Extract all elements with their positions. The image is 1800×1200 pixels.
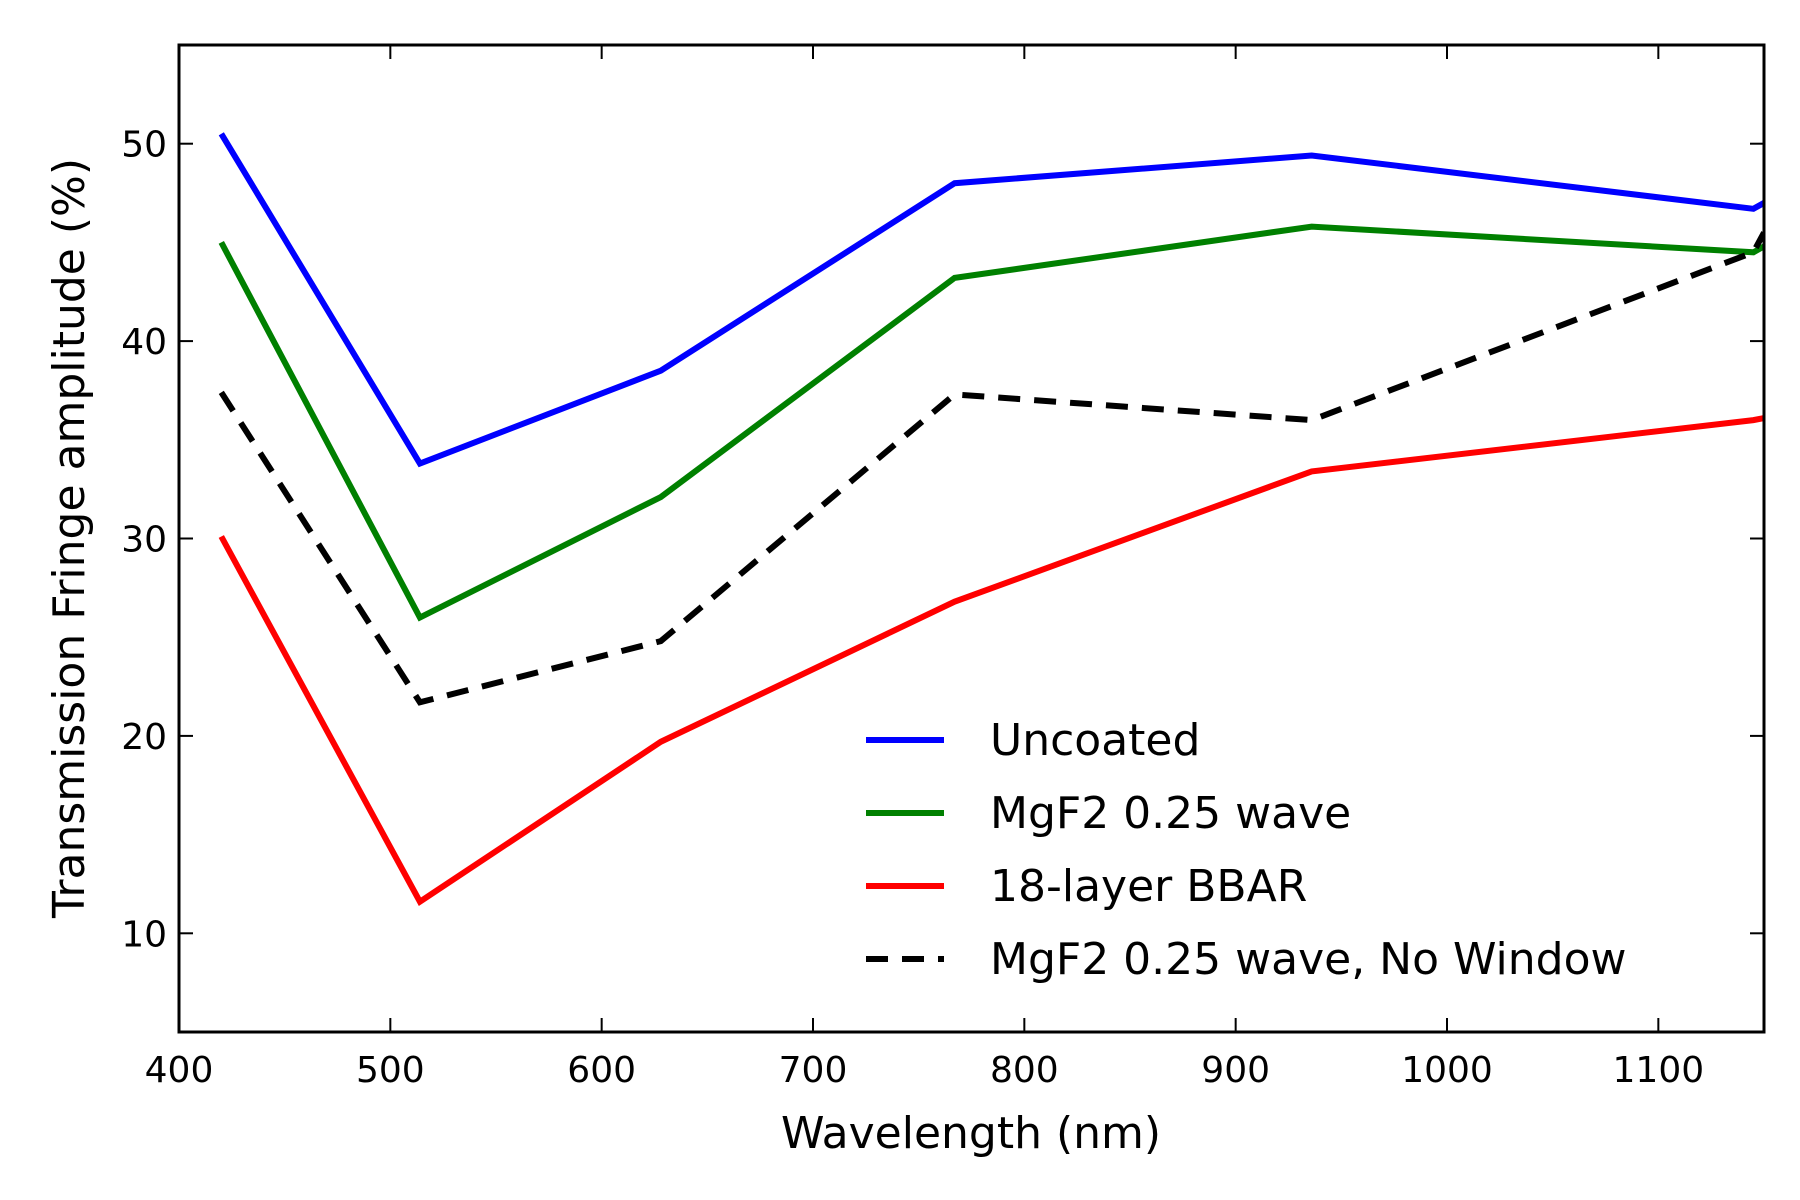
- series-line-1: [218, 223, 1764, 622]
- y-axis-label: Transmission Fringe amplitude (%): [44, 158, 95, 919]
- x-tick-label: 600: [567, 1050, 636, 1091]
- x-tick-label: 1100: [1613, 1050, 1705, 1091]
- y-tick-label: 40: [121, 322, 167, 363]
- axis-ticks: [178, 45, 1764, 1032]
- legend-label-0: Uncoated: [990, 715, 1200, 766]
- axis-tick-labels: 400 500 600 700 800 900 1000 1100 10 20 30 40 50: [121, 125, 1704, 1091]
- y-tick-label: 30: [121, 520, 167, 561]
- x-tick-label: 700: [779, 1050, 848, 1091]
- x-tick-label: 800: [990, 1050, 1059, 1091]
- legend: Uncoated MgF2 0.25 wave 18-layer BBAR MgF2 …: [866, 715, 1626, 985]
- series-line-3: [218, 231, 1764, 706]
- legend-label-1: MgF2 0.25 wave: [990, 788, 1351, 839]
- x-tick-label: 1000: [1401, 1050, 1493, 1091]
- series-line-2: [218, 415, 1764, 907]
- y-tick-label: 20: [121, 717, 167, 758]
- x-tick-label: 400: [145, 1050, 214, 1091]
- x-axis-label: Wavelength (nm): [781, 1108, 1161, 1159]
- x-tick-label: 500: [356, 1050, 425, 1091]
- series-line-0: [218, 132, 1764, 468]
- legend-label-2: 18-layer BBAR: [990, 861, 1307, 912]
- legend-label-3: MgF2 0.25 wave, No Window: [990, 934, 1626, 985]
- y-tick-label: 50: [121, 125, 167, 166]
- plot-lines: [218, 132, 1764, 907]
- y-tick-label: 10: [121, 914, 167, 955]
- x-tick-label: 900: [1201, 1050, 1270, 1091]
